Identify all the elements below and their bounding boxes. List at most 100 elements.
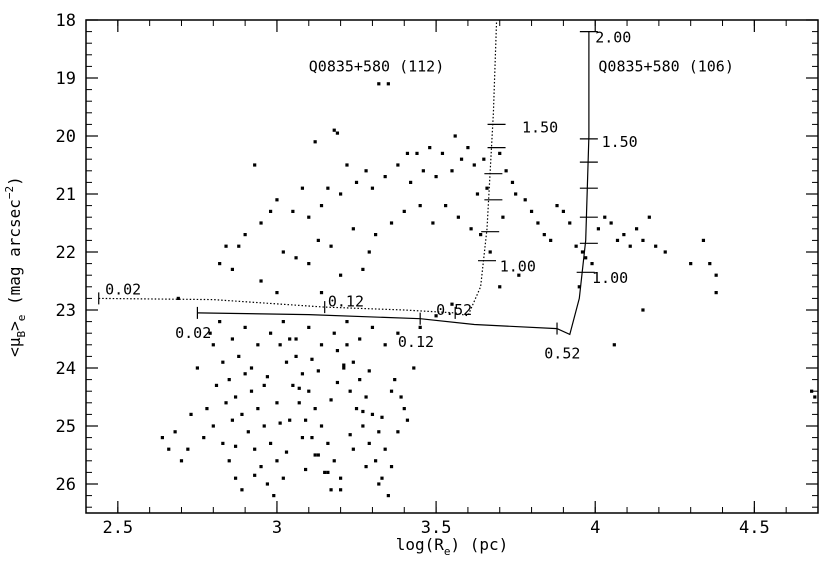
data-point (288, 418, 292, 422)
data-point (450, 169, 454, 173)
y-axis-label-sub2: e (15, 315, 28, 322)
data-point (634, 227, 639, 231)
data-point (647, 215, 651, 219)
data-point (351, 447, 355, 451)
data-point (469, 227, 473, 231)
data-point (300, 436, 305, 440)
data-point (361, 267, 365, 271)
data-point (549, 238, 553, 242)
data-point (701, 238, 706, 242)
data-point (574, 244, 578, 248)
data-point (272, 494, 276, 498)
data-point (358, 337, 362, 341)
data-point (208, 331, 212, 335)
data-point (253, 163, 257, 167)
data-point (195, 366, 199, 370)
data-point (167, 447, 171, 451)
y-axis-label-end: ) (5, 176, 24, 186)
data-point (523, 198, 527, 202)
data-point (689, 262, 693, 266)
y-tick-label: 25 (56, 417, 76, 437)
data-point (342, 366, 346, 370)
y-tick-label: 18 (56, 11, 76, 31)
track-line-dotted (98, 19, 498, 317)
y-axis-label-open: <μ (5, 337, 24, 357)
data-point (654, 244, 658, 248)
data-point (176, 296, 180, 300)
data-point (609, 221, 613, 225)
annotation-label: 0.12 (398, 333, 434, 351)
data-point (288, 337, 292, 341)
data-point (456, 215, 460, 219)
data-point (281, 476, 285, 480)
data-point (374, 233, 378, 237)
data-point (663, 250, 667, 254)
data-point (418, 204, 422, 208)
data-point (300, 186, 305, 190)
annotation-label: 2.00 (595, 28, 631, 46)
data-point (708, 262, 712, 266)
data-point (329, 398, 333, 402)
data-point (510, 180, 515, 184)
data-point (396, 163, 400, 167)
data-point (482, 157, 486, 161)
y-tick-label: 20 (56, 127, 76, 147)
data-point (332, 128, 336, 132)
data-point (361, 409, 365, 414)
data-point (440, 151, 445, 155)
data-point (342, 363, 346, 367)
x-tick-label: 4.5 (739, 518, 770, 538)
data-point (386, 494, 390, 498)
data-point (361, 424, 365, 428)
data-point (224, 244, 228, 248)
data-point (393, 378, 397, 382)
x-tick-label: 4 (590, 518, 600, 538)
data-point (249, 366, 254, 370)
data-point (313, 140, 317, 144)
data-point (428, 146, 432, 150)
y-axis-label: <μB>e (mag arcsec−2) (3, 176, 28, 357)
data-point (434, 314, 438, 318)
data-point (466, 146, 470, 150)
data-point (396, 331, 400, 335)
data-point (230, 267, 234, 271)
data-point (300, 372, 305, 376)
data-point (377, 430, 381, 434)
data-point (641, 238, 645, 242)
data-point (348, 433, 352, 437)
data-point (367, 369, 371, 373)
data-point (380, 476, 384, 480)
data-point (284, 360, 289, 364)
data-point (221, 441, 225, 445)
data-point (434, 175, 438, 179)
annotation-label: 0.52 (544, 345, 580, 363)
data-point (297, 386, 301, 390)
data-point (246, 430, 250, 434)
data-point (405, 151, 410, 155)
annotation-label: Q0835+580 (112) (309, 57, 444, 75)
data-point (374, 459, 378, 463)
data-point (310, 436, 314, 440)
data-point (813, 395, 817, 399)
data-point (339, 192, 343, 196)
data-point (262, 383, 266, 387)
track-markers (98, 31, 598, 335)
data-points (160, 82, 817, 498)
data-point (237, 354, 241, 358)
data-point (485, 186, 489, 190)
y-axis-label-sup: −2 (3, 186, 16, 199)
data-point (383, 175, 387, 179)
data-point (265, 375, 270, 379)
data-point (275, 291, 279, 295)
data-point (488, 250, 492, 254)
data-point (412, 366, 416, 370)
data-point (348, 389, 352, 393)
data-point (233, 444, 238, 448)
data-point (211, 343, 215, 347)
data-point (345, 320, 349, 324)
data-point (584, 256, 588, 260)
data-point (402, 209, 406, 213)
x-axis-label: log(Re) (pc) (396, 535, 509, 558)
data-point (383, 447, 387, 451)
data-point (268, 331, 273, 335)
